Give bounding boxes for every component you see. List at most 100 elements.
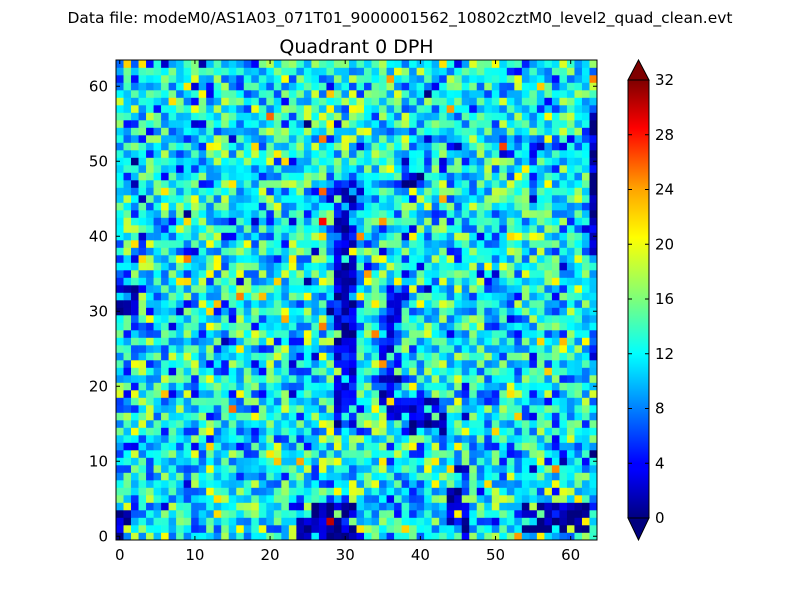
heatmap-cell	[123, 97, 132, 106]
heatmap-cell	[431, 247, 440, 256]
heatmap-cell	[364, 502, 372, 511]
heatmap-cell	[536, 187, 545, 196]
heatmap-cell	[251, 112, 260, 121]
heatmap-cell	[454, 142, 463, 151]
heatmap-cell	[476, 337, 485, 346]
heatmap-cell	[431, 502, 440, 511]
heatmap-cell	[559, 150, 568, 158]
heatmap-cell	[401, 412, 410, 421]
heatmap-cell	[296, 510, 305, 518]
heatmap-cell	[394, 300, 402, 308]
heatmap-cell	[484, 240, 493, 248]
heatmap-cell	[168, 457, 177, 466]
heatmap-cell	[521, 135, 530, 143]
heatmap-cell	[228, 382, 237, 391]
heatmap-cell	[476, 187, 485, 196]
heatmap-cell	[176, 247, 184, 256]
heatmap-cell	[273, 480, 282, 488]
heatmap-cell	[521, 412, 530, 421]
heatmap-cell	[484, 322, 493, 331]
heatmap-cell	[536, 202, 545, 211]
heatmap-cell	[446, 337, 455, 346]
heatmap-cell	[258, 330, 267, 338]
heatmap-cell	[228, 330, 237, 338]
heatmap-cell	[371, 300, 380, 308]
heatmap-cell	[499, 375, 508, 383]
heatmap-cell	[318, 120, 327, 128]
heatmap-cell	[469, 322, 478, 331]
heatmap-cell	[506, 97, 515, 106]
heatmap-cell	[559, 517, 568, 526]
heatmap-cell	[559, 405, 568, 413]
heatmap-cell	[176, 352, 184, 361]
heatmap-cell	[394, 472, 402, 481]
heatmap-cell	[116, 217, 124, 226]
heatmap-cell	[318, 315, 327, 323]
heatmap-cell	[446, 352, 455, 361]
heatmap-cell	[326, 232, 335, 241]
heatmap-cell	[333, 90, 342, 98]
heatmap-cell	[333, 487, 342, 496]
heatmap-cell	[303, 345, 312, 353]
heatmap-cell	[318, 382, 327, 391]
heatmap-cell	[529, 180, 538, 188]
heatmap-cell	[566, 157, 575, 166]
heatmap-cell	[288, 187, 297, 196]
heatmap-cell	[424, 75, 432, 83]
heatmap-cell	[243, 225, 252, 233]
heatmap-cell	[416, 465, 425, 473]
heatmap-cell	[348, 420, 357, 428]
heatmap-cell	[251, 262, 260, 271]
heatmap-cell	[123, 180, 132, 188]
heatmap-cell	[491, 135, 500, 143]
heatmap-cell	[326, 315, 335, 323]
heatmap-cell	[394, 442, 402, 451]
heatmap-cell	[401, 525, 410, 533]
heatmap-cell	[506, 502, 515, 511]
heatmap-cell	[574, 397, 583, 406]
heatmap-cell	[153, 217, 162, 226]
heatmap-cell	[356, 292, 365, 301]
heatmap-cell	[116, 172, 124, 181]
heatmap-cell	[379, 450, 387, 458]
heatmap-cell	[506, 232, 515, 241]
heatmap-cell	[296, 330, 305, 338]
heatmap-cell	[439, 495, 447, 503]
heatmap-cell	[424, 427, 432, 436]
heatmap-cell	[536, 450, 545, 458]
heatmap-cell	[116, 300, 124, 308]
heatmap-cell	[379, 270, 387, 278]
heatmap-cell	[326, 502, 335, 511]
heatmap-cell	[153, 210, 162, 218]
heatmap-cell	[318, 472, 327, 481]
heatmap-cell	[318, 217, 327, 226]
heatmap-cell	[251, 165, 260, 173]
heatmap-cell	[288, 270, 297, 278]
heatmap-cell	[153, 337, 162, 346]
heatmap-cell	[243, 180, 252, 188]
heatmap-cell	[506, 90, 515, 98]
heatmap-cell	[566, 360, 575, 368]
heatmap-cell	[153, 367, 162, 376]
heatmap-cell	[356, 465, 365, 473]
heatmap-cell	[364, 105, 372, 113]
heatmap-cell	[251, 352, 260, 361]
heatmap-cell	[364, 277, 372, 286]
heatmap-cell	[318, 502, 327, 511]
heatmap-cell	[401, 277, 410, 286]
heatmap-cell	[454, 435, 463, 443]
heatmap-cell	[521, 345, 530, 353]
heatmap-cell	[228, 390, 237, 398]
heatmap-cell	[251, 172, 260, 181]
heatmap-cell	[303, 97, 312, 106]
heatmap-cell	[409, 255, 417, 263]
heatmap-cell	[183, 142, 192, 151]
heatmap-cell	[574, 225, 583, 233]
heatmap-cell	[138, 180, 147, 188]
heatmap-cell	[544, 120, 553, 128]
heatmap-cell	[138, 75, 147, 83]
heatmap-cell	[131, 390, 139, 398]
heatmap-cell	[499, 330, 508, 338]
heatmap-cell	[379, 292, 387, 301]
